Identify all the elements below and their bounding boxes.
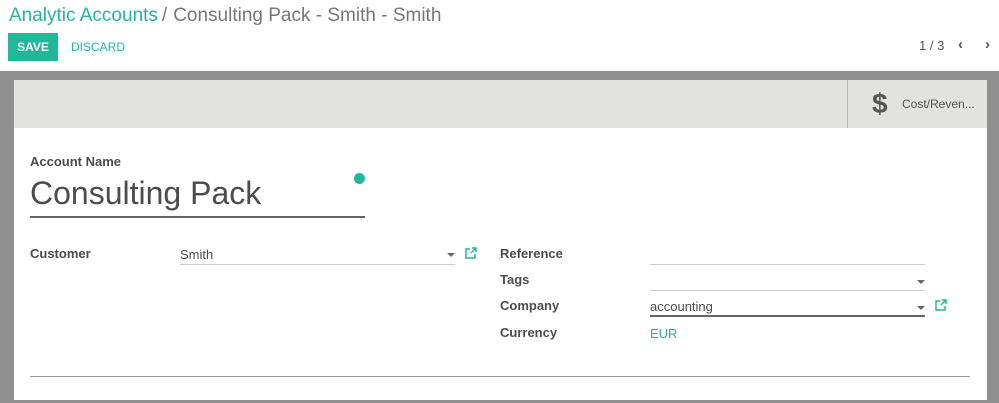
customer-underline [180, 264, 455, 265]
account-name-label: Account Name [30, 154, 122, 169]
cost-revenue-label: Cost/Reven... [902, 97, 975, 111]
chevron-left-icon[interactable]: ‹ [958, 36, 963, 53]
breadcrumb: Analytic Accounts / Consulting Pack - Smit… [9, 5, 441, 27]
currency-label: Currency [500, 325, 558, 340]
company-label: Company [500, 298, 560, 313]
breadcrumb-parent-link[interactable]: Analytic Accounts [9, 5, 158, 26]
tags-underline [650, 290, 925, 291]
divider [30, 376, 970, 377]
tags-label: Tags [500, 272, 530, 287]
account-name-input[interactable]: Consulting Pack [30, 175, 262, 211]
form-sheet [14, 80, 987, 400]
customer-label: Customer [30, 246, 91, 261]
external-link-icon[interactable] [935, 299, 947, 311]
reference-underline [650, 264, 925, 265]
chevron-right-icon[interactable]: › [985, 36, 990, 53]
discard-button[interactable]: DISCARD [71, 40, 126, 54]
breadcrumb-current: Consulting Pack - Smith - Smith [173, 5, 442, 26]
account-name-underline [30, 216, 365, 218]
reference-label: Reference [500, 246, 563, 261]
breadcrumb-separator: / [161, 5, 168, 26]
cost-revenue-button[interactable]: $ Cost/Reven... [847, 80, 987, 128]
external-link-icon[interactable] [465, 247, 477, 259]
globe-translate-icon[interactable] [354, 173, 365, 184]
caret-down-icon[interactable] [447, 253, 455, 257]
button-box [14, 80, 987, 128]
company-input[interactable]: accounting [650, 299, 713, 314]
caret-down-icon[interactable] [917, 280, 925, 284]
pager-value[interactable]: 1 / 3 [919, 38, 945, 53]
caret-down-icon[interactable] [917, 306, 925, 310]
currency-link[interactable]: EUR [650, 326, 678, 341]
company-underline [650, 315, 925, 317]
customer-input[interactable]: Smith [180, 247, 214, 262]
dollar-icon: $ [872, 88, 888, 119]
save-button[interactable]: SAVE [8, 33, 58, 61]
